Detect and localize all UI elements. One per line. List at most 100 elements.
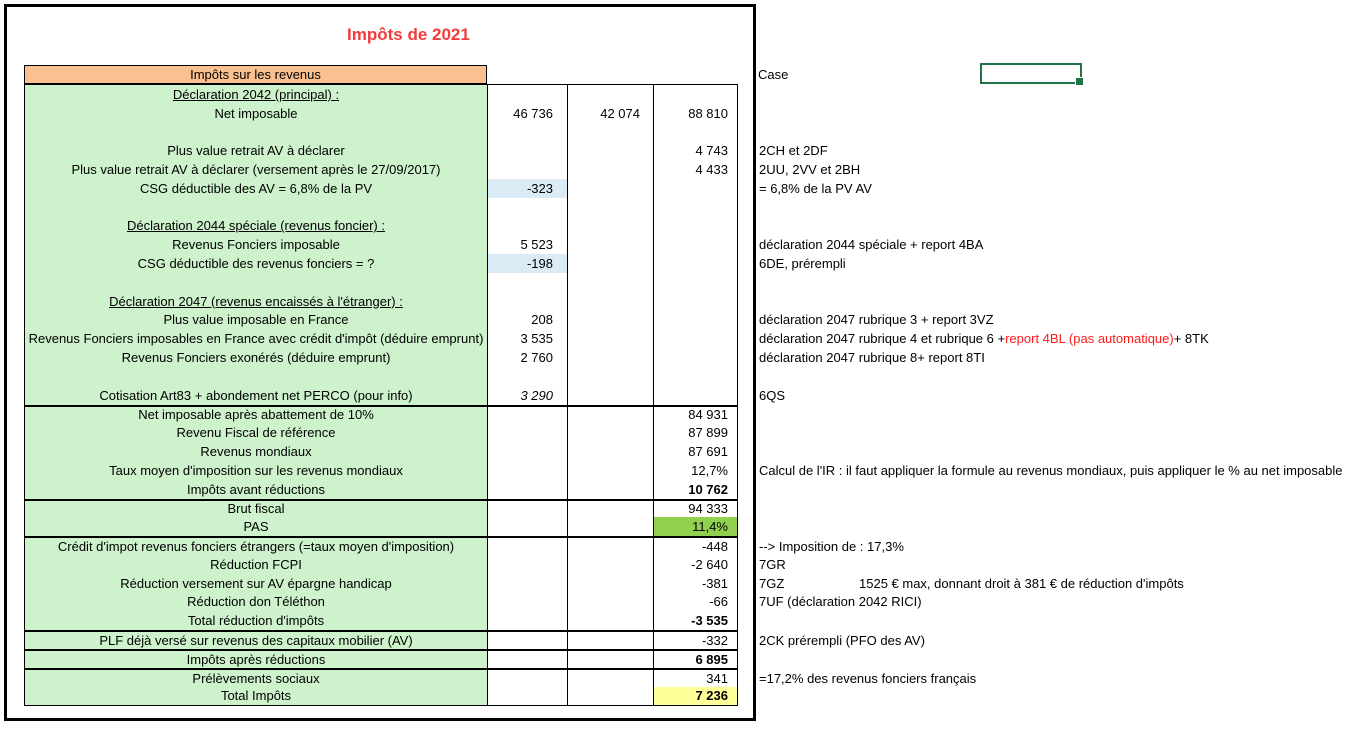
row-label[interactable]: Réduction don Téléthon [25, 592, 488, 612]
v1-cell[interactable] [488, 686, 568, 706]
v3-cell[interactable]: 10 762 [654, 479, 738, 499]
v3-cell[interactable]: -2 640 [654, 554, 738, 574]
annotation-note[interactable]: déclaration 2047 rubrique 3 + report 3VZ [759, 311, 994, 330]
v3-cell[interactable] [654, 329, 738, 349]
v3-cell[interactable] [654, 291, 738, 311]
v2-cell[interactable] [568, 291, 654, 311]
v2-cell[interactable] [568, 254, 654, 273]
row-label[interactable]: Revenus mondiaux [25, 442, 488, 461]
v3-cell[interactable] [654, 366, 738, 386]
annotation-note[interactable]: = 6,8% de la PV AV [759, 179, 872, 198]
annotation-note[interactable]: 2UU, 2VV et 2BH [759, 160, 860, 179]
annotation-note[interactable]: déclaration 2047 rubrique 4 et rubrique … [759, 329, 1209, 348]
v1-cell[interactable]: -198 [488, 254, 568, 273]
row-label[interactable] [25, 122, 488, 142]
v2-cell[interactable] [568, 310, 654, 330]
v3-cell[interactable]: -332 [654, 632, 738, 649]
v2-cell[interactable] [568, 632, 654, 649]
v2-cell[interactable] [568, 423, 654, 443]
row-label[interactable]: Revenu Fiscal de référence [25, 423, 488, 443]
row-label[interactable]: Déclaration 2047 (revenus encaissés à l'… [25, 291, 488, 311]
v1-cell[interactable] [488, 291, 568, 311]
v2-cell[interactable] [568, 348, 654, 367]
v3-cell[interactable] [654, 122, 738, 142]
v3-cell[interactable] [654, 254, 738, 273]
v1-cell[interactable] [488, 573, 568, 593]
v1-cell[interactable] [488, 197, 568, 217]
row-label[interactable] [25, 272, 488, 292]
v2-cell[interactable] [568, 538, 654, 555]
v3-cell[interactable] [654, 197, 738, 217]
row-label[interactable]: Brut fiscal [25, 500, 488, 518]
v3-cell[interactable] [654, 85, 738, 104]
v2-cell[interactable] [568, 160, 654, 179]
v2-cell[interactable] [568, 650, 654, 668]
v1-cell[interactable] [488, 669, 568, 687]
v3-cell[interactable]: 6 895 [654, 650, 738, 668]
v3-cell[interactable] [654, 235, 738, 255]
v2-cell[interactable] [568, 85, 654, 104]
v3-cell[interactable] [654, 310, 738, 330]
row-label[interactable]: Prélèvements sociaux [25, 669, 488, 687]
v1-cell[interactable]: 46 736 [488, 103, 568, 123]
row-label[interactable]: Total réduction d'impôts [25, 611, 488, 631]
v3-cell[interactable] [654, 385, 738, 405]
v1-cell[interactable] [488, 500, 568, 518]
v3-cell[interactable]: 7 236 [654, 686, 738, 706]
v2-cell[interactable] [568, 460, 654, 480]
v3-cell[interactable]: 88 810 [654, 103, 738, 123]
v1-cell[interactable] [488, 611, 568, 631]
v3-cell[interactable]: 87 899 [654, 423, 738, 443]
row-label[interactable]: Total Impôts [25, 686, 488, 706]
v1-cell[interactable] [488, 460, 568, 480]
row-label[interactable]: Net imposable [25, 103, 488, 123]
v1-cell[interactable]: 3 290 [488, 385, 568, 405]
row-label[interactable]: Plus value imposable en France [25, 310, 488, 330]
fill-handle[interactable] [1075, 77, 1084, 86]
v2-cell[interactable] [568, 366, 654, 386]
v2-cell[interactable] [568, 554, 654, 574]
v3-cell[interactable] [654, 272, 738, 292]
row-label[interactable]: Cotisation Art83 + abondement net PERCO … [25, 385, 488, 405]
annotation-note[interactable]: 2CK prérempli (PFO des AV) [759, 632, 925, 649]
v1-cell[interactable] [488, 406, 568, 424]
v1-cell[interactable] [488, 632, 568, 649]
v1-cell[interactable]: -323 [488, 178, 568, 198]
v1-cell[interactable] [488, 423, 568, 443]
row-label[interactable]: Plus value retrait AV à déclarer [25, 141, 488, 161]
v3-cell[interactable] [654, 348, 738, 367]
v2-cell[interactable] [568, 141, 654, 161]
row-label[interactable]: Net imposable après abattement de 10% [25, 406, 488, 424]
annotation-note[interactable]: 7UF (déclaration 2042 RICI) [759, 593, 922, 612]
v1-cell[interactable] [488, 141, 568, 161]
row-label[interactable]: PAS [25, 517, 488, 537]
table-header-cell[interactable]: Impôts sur les revenus [24, 65, 487, 84]
v1-cell[interactable]: 5 523 [488, 235, 568, 255]
v2-cell[interactable] [568, 216, 654, 236]
v2-cell[interactable] [568, 122, 654, 142]
v3-cell[interactable]: -381 [654, 573, 738, 593]
v2-cell[interactable]: 42 074 [568, 103, 654, 123]
annotation-note[interactable]: 2CH et 2DF [759, 141, 828, 160]
annotation-note[interactable]: 6DE, prérempli [759, 254, 846, 273]
row-label[interactable]: Crédit d'impot revenus fonciers étranger… [25, 538, 488, 555]
row-label[interactable]: Réduction versement sur AV épargne handi… [25, 573, 488, 593]
v2-cell[interactable] [568, 442, 654, 461]
v3-cell[interactable]: 341 [654, 669, 738, 687]
v3-cell[interactable]: 11,4% [654, 517, 738, 537]
v2-cell[interactable] [568, 500, 654, 518]
v1-cell[interactable] [488, 366, 568, 386]
v2-cell[interactable] [568, 329, 654, 349]
row-label[interactable]: PLF déjà versé sur revenus des capitaux … [25, 632, 488, 649]
v3-cell[interactable] [654, 216, 738, 236]
v2-cell[interactable] [568, 517, 654, 537]
v1-cell[interactable] [488, 650, 568, 668]
v1-cell[interactable] [488, 592, 568, 612]
row-label[interactable]: Déclaration 2042 (principal) : [25, 85, 488, 104]
row-label[interactable]: Déclaration 2044 spéciale (revenus fonci… [25, 216, 488, 236]
row-label[interactable]: Revenus Fonciers exonérés (déduire empru… [25, 348, 488, 367]
v1-cell[interactable] [488, 517, 568, 537]
v1-cell[interactable] [488, 160, 568, 179]
v3-cell[interactable] [654, 178, 738, 198]
row-label[interactable]: Réduction FCPI [25, 554, 488, 574]
